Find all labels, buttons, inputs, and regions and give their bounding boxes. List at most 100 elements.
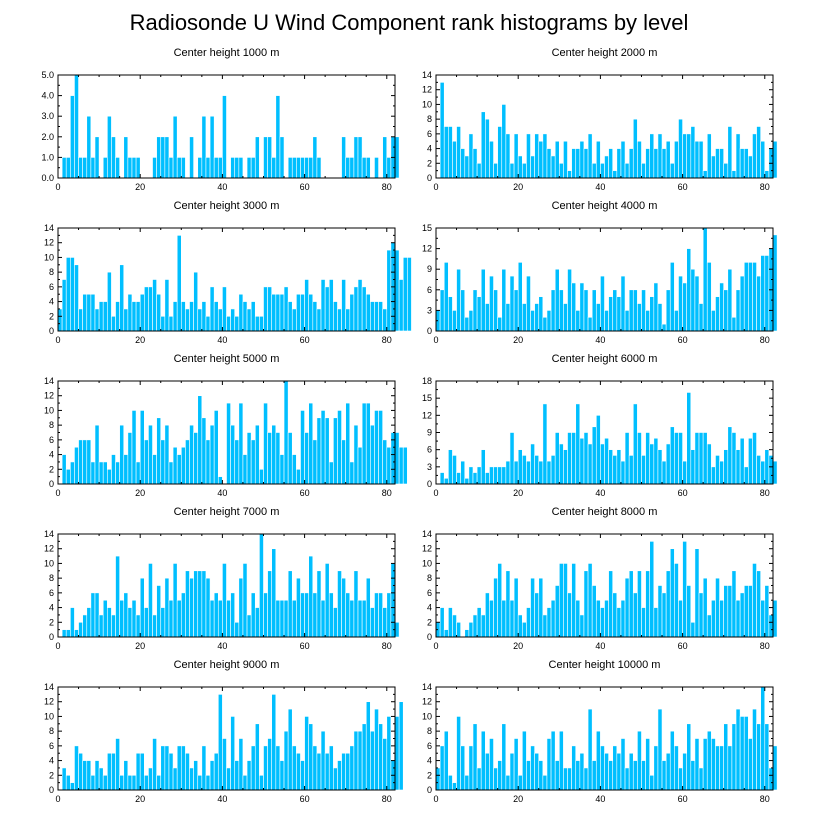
- y-tick-label: 4: [427, 144, 432, 154]
- histogram-bar: [534, 133, 540, 179]
- histogram-bar: [706, 614, 712, 638]
- histogram-bar: [209, 286, 215, 332]
- y-tick-label: 6: [49, 588, 54, 598]
- histogram-bar: [772, 234, 778, 332]
- histogram-bar: [230, 308, 236, 332]
- histogram-bar: [267, 136, 273, 179]
- histogram-bar: [476, 607, 482, 638]
- histogram-bar: [127, 774, 133, 791]
- x-tick-label: 60: [678, 488, 688, 498]
- histogram-bar: [341, 279, 346, 332]
- histogram-bar: [513, 133, 519, 179]
- histogram-bar: [94, 592, 100, 638]
- x-tick-label: 60: [300, 641, 310, 651]
- histogram-bar: [645, 148, 651, 179]
- histogram-bar: [148, 563, 153, 638]
- histogram-bar: [189, 136, 194, 179]
- histogram-bar: [493, 289, 498, 332]
- histogram-bar: [82, 760, 88, 791]
- histogram-bar: [102, 774, 108, 791]
- histogram-bar: [698, 592, 704, 638]
- histogram-panel: Center height 3000 m 0 2 4 6 8 10 12 14 0 20 40 60 80: [8, 200, 412, 345]
- x-tick-label: 80: [382, 335, 392, 345]
- histogram-bar: [296, 293, 301, 332]
- histogram-bar: [201, 115, 207, 179]
- histogram-panel: Center height 9000 m 0 2 4 6 8 10 12 14 0 20 40 60 80: [8, 659, 408, 804]
- histogram-bar: [168, 752, 174, 791]
- histogram-bar: [250, 592, 256, 638]
- histogram-bar: [723, 162, 729, 179]
- histogram-bar: [107, 468, 112, 485]
- histogram-bar: [686, 723, 692, 791]
- histogram-bar: [300, 760, 305, 791]
- histogram-bar: [275, 95, 281, 179]
- histogram-bar: [509, 432, 515, 485]
- histogram-bar: [542, 774, 548, 791]
- histogram-bar: [123, 760, 129, 791]
- histogram-bar: [189, 767, 194, 791]
- histogram-bar: [694, 738, 700, 791]
- histogram-bar: [242, 454, 248, 485]
- histogram-bar: [439, 472, 445, 485]
- histogram-bar: [148, 286, 153, 332]
- histogram-bar: [530, 577, 535, 638]
- histogram-bar: [205, 157, 211, 179]
- histogram-bar: [357, 599, 363, 638]
- histogram-bar: [291, 599, 297, 638]
- histogram-bar: [550, 289, 556, 332]
- histogram-bar: [686, 133, 692, 179]
- histogram-bar: [583, 289, 589, 332]
- histogram-bar: [131, 410, 137, 485]
- histogram-bar: [575, 760, 581, 791]
- histogram-bar: [760, 599, 766, 638]
- histogram-bar: [604, 599, 609, 638]
- histogram-bar: [123, 136, 129, 179]
- histogram-bar: [456, 621, 461, 638]
- histogram-bar: [743, 148, 749, 179]
- histogram-bar: [283, 730, 289, 791]
- histogram-bar: [168, 315, 174, 332]
- histogram-bar: [78, 439, 83, 485]
- histogram-bar: [612, 170, 618, 179]
- histogram-bar: [185, 570, 190, 638]
- histogram-bar: [538, 760, 544, 791]
- histogram-bar: [160, 745, 166, 791]
- histogram-bar: [485, 118, 490, 179]
- histogram-bar: [172, 115, 178, 179]
- x-tick-label: 80: [760, 641, 770, 651]
- y-tick-label: 14: [44, 376, 54, 386]
- histogram-bar: [616, 607, 622, 638]
- histogram-bar: [476, 162, 482, 179]
- y-tick-label: 8: [49, 420, 54, 430]
- histogram-bar: [296, 157, 301, 179]
- x-tick-label: 60: [300, 794, 310, 804]
- histogram-bar: [102, 301, 108, 332]
- histogram-bar: [320, 730, 326, 791]
- histogram-bar: [452, 614, 457, 638]
- y-tick-label: 15: [422, 223, 432, 233]
- y-tick-label: 12: [422, 410, 432, 420]
- histogram-bar: [698, 767, 704, 791]
- histogram-chart: 0 2 4 6 8 10 12 14 0 20 40 60 80: [422, 529, 778, 651]
- histogram-bar: [472, 289, 478, 332]
- histogram-bar: [217, 599, 223, 638]
- histogram-bar: [263, 592, 268, 638]
- histogram-bar: [254, 424, 260, 485]
- x-tick-label: 60: [678, 641, 688, 651]
- histogram-bar: [476, 296, 482, 332]
- histogram-bar: [690, 449, 696, 485]
- histogram-bar: [526, 133, 531, 179]
- panel-title: Center height 3000 m: [173, 200, 280, 212]
- histogram-bar: [550, 155, 556, 179]
- histogram-bar: [217, 694, 223, 791]
- histogram-bar: [320, 599, 326, 638]
- histogram-bar: [575, 599, 581, 638]
- histogram-bar: [669, 426, 675, 485]
- x-tick-label: 40: [595, 182, 605, 192]
- histogram-bar: [620, 599, 626, 638]
- histogram-bar: [637, 730, 642, 791]
- histogram-chart: 0 2 4 6 8 10 12 14 0 20 40 60 80: [422, 70, 778, 192]
- y-tick-label: 12: [44, 544, 54, 554]
- histogram-bar: [530, 155, 535, 179]
- histogram-bar: [575, 403, 581, 485]
